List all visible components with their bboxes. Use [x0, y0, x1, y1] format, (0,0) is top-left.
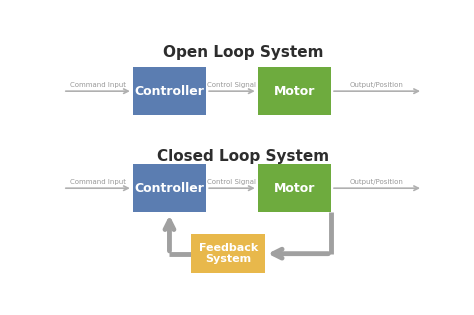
FancyBboxPatch shape: [133, 164, 206, 212]
Text: Open Loop System: Open Loop System: [163, 45, 323, 60]
Text: Motor: Motor: [273, 182, 315, 195]
FancyBboxPatch shape: [133, 67, 206, 115]
Text: Closed Loop System: Closed Loop System: [157, 149, 329, 164]
FancyBboxPatch shape: [258, 164, 331, 212]
Text: Feedback
System: Feedback System: [199, 243, 258, 265]
Text: Control Signal: Control Signal: [208, 179, 256, 185]
Text: Motor: Motor: [273, 85, 315, 98]
Text: Controller: Controller: [135, 85, 204, 98]
Text: Control Signal: Control Signal: [208, 82, 256, 88]
Text: Output/Position: Output/Position: [350, 82, 404, 88]
Text: Controller: Controller: [135, 182, 204, 195]
FancyBboxPatch shape: [258, 67, 331, 115]
Text: Output/Position: Output/Position: [350, 179, 404, 185]
FancyBboxPatch shape: [191, 234, 265, 273]
Text: Command Input: Command Input: [70, 82, 126, 88]
Text: Command Input: Command Input: [70, 179, 126, 185]
